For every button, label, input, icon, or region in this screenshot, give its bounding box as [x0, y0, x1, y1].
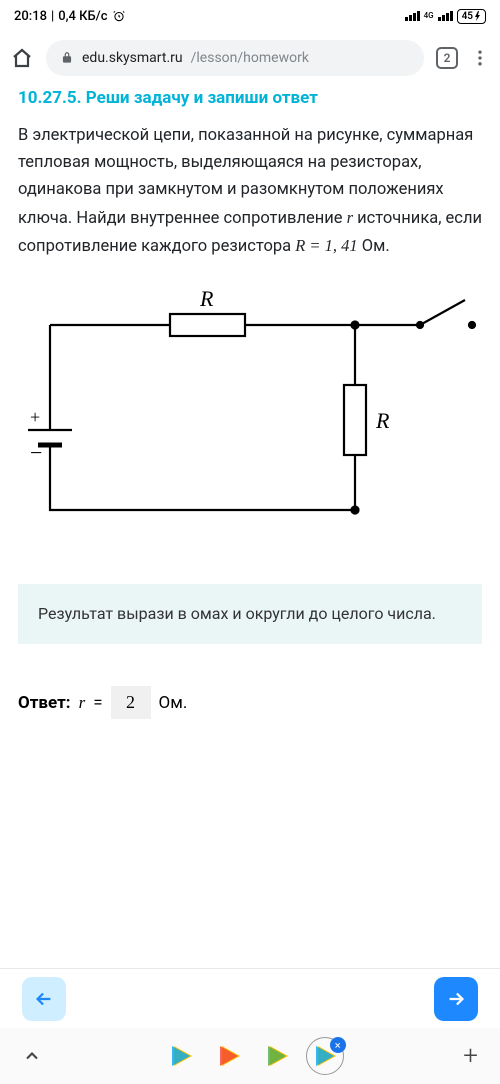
browser-bar: edu.skysmart.ru/lesson/homework 2 [0, 32, 500, 84]
arrow-right-icon [445, 988, 467, 1010]
battery-minus: − [30, 440, 42, 465]
lesson-content: 10.27.5. Реши задачу и запиши ответ В эл… [0, 84, 500, 719]
url-path: /lesson/homework [191, 50, 309, 66]
chevron-up-icon[interactable] [22, 1046, 42, 1066]
circuit-diagram: + − R R [18, 270, 482, 530]
answer-input[interactable]: 2 [111, 686, 151, 719]
label-R-top: R [199, 286, 214, 311]
task-body: В электрической цепи, показанной на рису… [18, 122, 482, 260]
url-bar[interactable]: edu.skysmart.ru/lesson/homework [46, 40, 424, 76]
tab-count[interactable]: 2 [436, 47, 458, 69]
answer-unit: Ом. [159, 693, 188, 713]
hint-text: Результат вырази в омах и округли до цел… [38, 604, 436, 623]
task-title: 10.27.5. Реши задачу и запиши ответ [18, 88, 482, 108]
dock-app-1[interactable] [166, 1041, 196, 1071]
battery-level: 45 [462, 11, 473, 22]
next-button[interactable] [434, 977, 478, 1021]
menu-dots-icon[interactable] [470, 48, 490, 68]
alarm-icon [112, 9, 126, 23]
status-sep: | [51, 9, 54, 24]
answer-var: r [79, 693, 86, 713]
arrow-left-icon [33, 988, 55, 1010]
signal-icon-1 [405, 11, 420, 21]
answer-row: Ответ: r = 2 Ом. [18, 686, 482, 719]
dock-app-4[interactable]: × [310, 1041, 340, 1071]
battery-bolt-icon [475, 11, 481, 21]
status-time: 20:18 [14, 9, 47, 24]
status-right: 4G 45 [405, 9, 486, 24]
dock-app-2[interactable] [214, 1041, 244, 1071]
app-dock: × + [0, 1028, 500, 1084]
url-domain: edu.skysmart.ru [82, 50, 183, 66]
close-badge-icon[interactable]: × [330, 1037, 346, 1053]
answer-label: Ответ: [18, 693, 71, 713]
hint-box: Результат вырази в омах и округли до цел… [18, 584, 482, 644]
signal-icon-2 [438, 11, 453, 21]
network-label: 4G [424, 12, 434, 20]
label-R-right: R [375, 408, 390, 433]
dock-add-icon[interactable]: + [463, 1041, 478, 1071]
status-left: 20:18 | 0,4 КБ/с [14, 9, 126, 24]
prev-button[interactable] [22, 977, 66, 1021]
dock-apps: × [166, 1041, 340, 1071]
battery-indicator: 45 [457, 9, 486, 24]
answer-eq: = [93, 693, 102, 713]
battery-plus: + [30, 407, 40, 427]
dock-app-3[interactable] [262, 1041, 292, 1071]
lock-icon [60, 51, 74, 65]
status-bar: 20:18 | 0,4 КБ/с 4G 45 [0, 0, 500, 32]
status-data-rate: 0,4 КБ/с [58, 9, 107, 24]
lesson-nav [0, 968, 500, 1028]
home-icon[interactable] [10, 46, 34, 70]
